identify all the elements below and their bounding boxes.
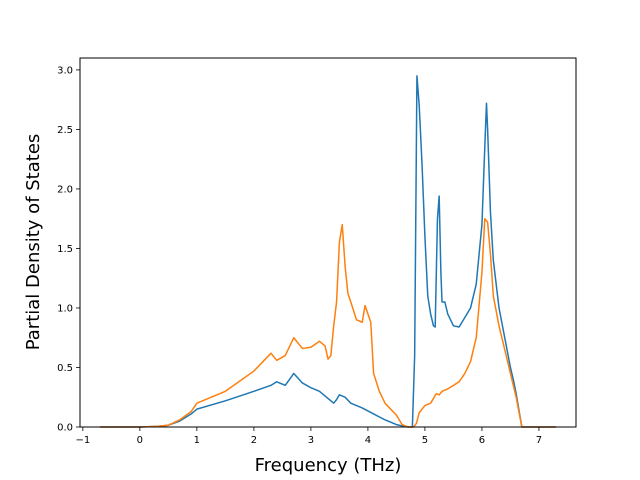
x-tick-label: 6 (479, 435, 485, 446)
y-tick-label: 1.0 (57, 303, 73, 314)
y-tick-label: 1.5 (57, 244, 73, 255)
plot-area (80, 58, 576, 427)
x-axis-label: Frequency (THz) (255, 455, 402, 476)
x-tick-label: 1 (194, 435, 200, 446)
series-line-2 (99, 217, 557, 428)
x-tick-label: 2 (251, 435, 257, 446)
y-tick-label: 2.5 (57, 125, 73, 136)
x-tick-label: 4 (365, 435, 371, 446)
y-tick-label: 3.0 (57, 65, 73, 76)
x-tick-label: 7 (536, 435, 542, 446)
x-tick-label: 3 (308, 435, 314, 446)
y-axis-label: Partial Density of States (23, 134, 44, 351)
series-line-1 (99, 75, 557, 428)
x-tick-label: 5 (422, 435, 428, 446)
y-tick-label: 2.0 (57, 184, 73, 195)
y-tick-label: 0.0 (57, 423, 73, 434)
x-tick-label: 0 (137, 435, 143, 446)
x-axis-ticks: −1 0 1 2 3 4 5 6 7 (75, 427, 542, 446)
y-tick-label: 0.5 (57, 363, 73, 374)
plot-frame (79, 57, 577, 428)
y-axis-ticks: 0.0 0.5 1.0 1.5 2.0 2.5 3.0 (57, 65, 80, 434)
series-layer (99, 75, 557, 428)
x-tick-label: −1 (75, 435, 90, 446)
